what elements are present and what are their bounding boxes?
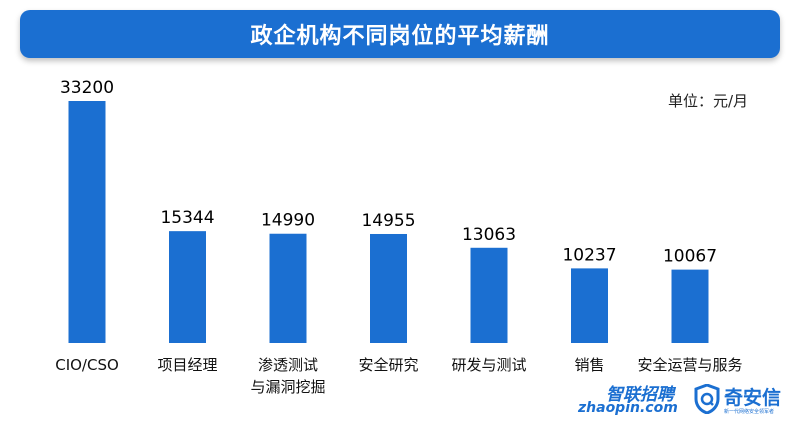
bar-value-label-0: 33200 — [60, 78, 114, 98]
category-label-4: 研发与测试 — [451, 356, 526, 374]
category-label-6: 安全运营与服务 — [637, 356, 742, 374]
bar-6 — [671, 269, 709, 343]
bar-3 — [370, 233, 407, 343]
bar-value-label-2: 14990 — [261, 211, 315, 231]
zhaopin-logo-en: zhaopin.com — [578, 400, 678, 416]
bars-layer: 33200 CIO/CSO 15344 项目经理 14990 渗透测试与漏洞挖掘 14955… — [55, 78, 742, 396]
qax-logo-tagline: 新一代网络安全领军者 — [724, 409, 775, 415]
bar-5 — [571, 268, 608, 343]
bar-2 — [269, 233, 307, 343]
category-label-3: 安全研究 — [358, 356, 418, 374]
qax-logo-name: 奇安信 — [724, 387, 782, 409]
unit-label: 单位：元/月 — [668, 92, 749, 110]
bar-value-label-5: 10237 — [562, 245, 616, 265]
bar-4 — [470, 247, 508, 343]
qax-logo: 奇安信 新一代网络安全领军者 — [694, 380, 794, 424]
zhaopin-logo-cn: 智联招聘 — [606, 385, 674, 405]
zhaopin-logo: 智联招聘 zhaopin.com — [570, 378, 685, 422]
title-bar: 政企机构不同岗位的平均薪酬 — [20, 10, 780, 58]
bar-value-label-1: 15344 — [160, 208, 214, 228]
bar-1 — [169, 231, 206, 343]
bar-0 — [68, 101, 106, 343]
category-label-1: 项目经理 — [157, 356, 217, 374]
bar-value-label-3: 14955 — [361, 211, 415, 231]
category-label-0: CIO/CSO — [55, 356, 119, 374]
category-label-2: 渗透测试与漏洞挖掘 — [250, 356, 325, 396]
bar-value-label-6: 10067 — [663, 247, 717, 267]
chart-title: 政企机构不同岗位的平均薪酬 — [250, 24, 550, 49]
category-label-5: 销售 — [574, 356, 604, 374]
shield-icon — [694, 384, 720, 414]
bar-value-label-4: 13063 — [462, 225, 516, 245]
logo-area: 智联招聘 zhaopin.com 奇安信 新一代网络安全领军者 — [570, 378, 800, 428]
